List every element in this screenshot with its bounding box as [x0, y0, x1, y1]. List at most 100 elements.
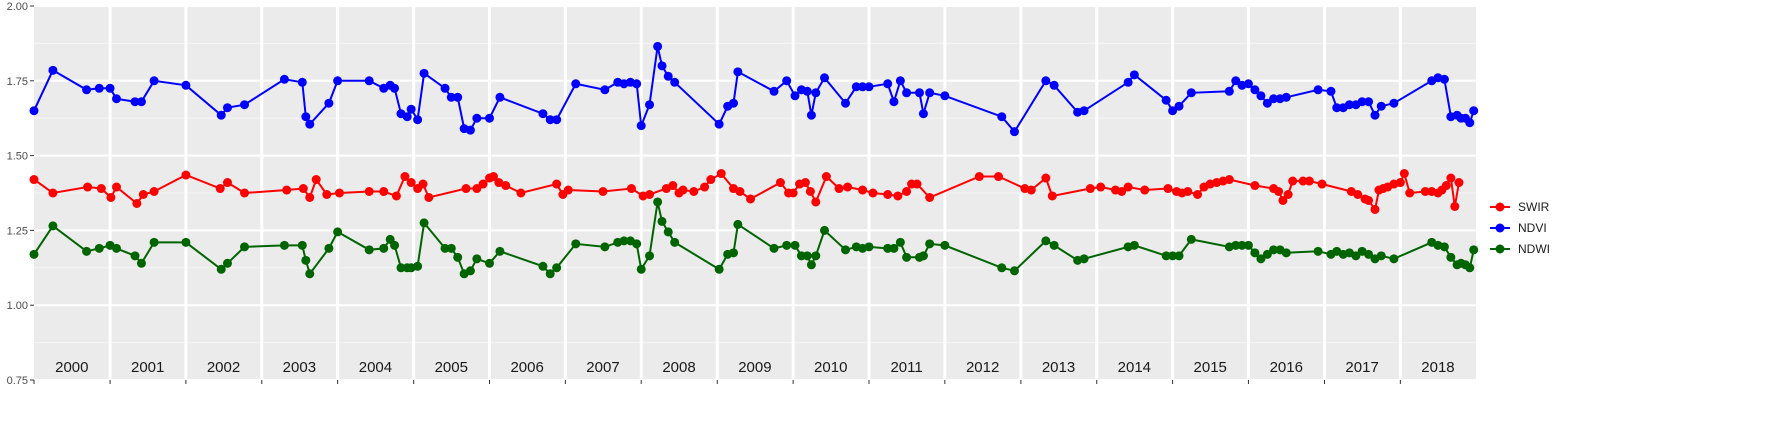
- data-point-swir: [1288, 176, 1298, 186]
- legend-key-ndwi: [1495, 244, 1505, 254]
- data-point-ndwi: [453, 252, 463, 262]
- data-point-ndwi: [619, 236, 629, 246]
- data-point-swir: [775, 178, 785, 188]
- year-label: 2007: [586, 359, 619, 376]
- data-point-ndwi: [1009, 266, 1019, 276]
- data-point-ndvi: [914, 88, 924, 98]
- data-point-ndvi: [636, 121, 646, 131]
- data-point-ndwi: [1049, 240, 1059, 250]
- data-point-ndwi: [769, 243, 779, 253]
- data-point-ndvi: [728, 98, 738, 108]
- data-point-ndvi: [997, 112, 1007, 122]
- data-point-swir: [1274, 187, 1284, 197]
- data-point-swir: [1399, 169, 1409, 179]
- data-point-swir: [222, 178, 232, 188]
- data-point-ndvi: [714, 119, 724, 129]
- data-point-ndwi: [895, 237, 905, 247]
- data-point-ndvi: [663, 71, 673, 81]
- data-point-ndwi: [29, 249, 39, 259]
- data-point-ndwi: [600, 242, 610, 252]
- data-point-swir: [112, 182, 122, 192]
- year-label: 2010: [814, 359, 847, 376]
- data-point-ndvi: [472, 113, 482, 123]
- data-point-ndwi: [670, 237, 680, 247]
- data-point-ndvi: [402, 112, 412, 122]
- data-point-ndwi: [364, 245, 374, 255]
- data-point-swir: [1224, 175, 1234, 185]
- data-point-swir: [1096, 182, 1106, 192]
- data-point-ndvi: [29, 106, 39, 116]
- data-point-ndvi: [1168, 106, 1178, 116]
- data-point-ndvi: [552, 115, 562, 125]
- data-point-ndvi: [1243, 79, 1253, 89]
- data-point-swir: [811, 197, 821, 207]
- y-tick-label: 2.00: [7, 1, 28, 13]
- data-point-swir: [598, 187, 608, 197]
- data-point-ndvi: [940, 91, 950, 101]
- data-point-ndvi: [1469, 106, 1479, 116]
- data-point-swir: [668, 181, 678, 191]
- year-label: 2011: [890, 359, 922, 376]
- data-point-swir: [322, 189, 332, 199]
- data-point-swir: [1441, 181, 1451, 191]
- data-point-ndvi: [216, 110, 226, 120]
- data-point-ndwi: [1376, 251, 1386, 261]
- data-point-ndvi: [149, 76, 159, 86]
- data-point-ndwi: [1364, 249, 1374, 259]
- data-point-ndvi: [1370, 110, 1380, 120]
- data-point-ndwi: [1231, 240, 1241, 250]
- data-point-ndwi: [883, 243, 893, 253]
- data-point-ndvi: [112, 94, 122, 104]
- data-point-ndwi: [379, 243, 389, 253]
- data-point-ndvi: [1465, 118, 1475, 128]
- data-point-swir: [868, 188, 878, 198]
- data-point-ndwi: [413, 261, 423, 271]
- data-point-ndwi: [1313, 246, 1323, 256]
- data-point-ndvi: [364, 76, 374, 86]
- data-point-ndwi: [472, 254, 482, 264]
- data-point-ndwi: [545, 269, 555, 279]
- data-point-swir: [788, 188, 798, 198]
- y-tick-label: 0.75: [7, 375, 28, 387]
- data-point-ndvi: [324, 98, 334, 108]
- data-point-swir: [1450, 201, 1460, 211]
- data-point-ndvi: [1364, 97, 1374, 107]
- data-point-swir: [1405, 188, 1415, 198]
- data-point-ndvi: [1049, 80, 1059, 90]
- data-point-ndvi: [419, 68, 429, 78]
- data-point-ndwi: [841, 245, 851, 255]
- data-point-ndwi: [1446, 252, 1456, 262]
- data-point-swir: [424, 192, 434, 202]
- data-point-swir: [843, 182, 853, 192]
- data-point-swir: [1278, 195, 1288, 205]
- data-point-swir: [1454, 178, 1464, 188]
- data-point-swir: [106, 192, 116, 202]
- data-point-ndwi: [1465, 263, 1475, 273]
- data-point-swir: [1420, 187, 1430, 197]
- year-label: 2009: [738, 359, 771, 376]
- data-point-swir: [689, 187, 699, 197]
- data-point-swir: [1298, 176, 1308, 186]
- data-point-swir: [858, 185, 868, 195]
- data-point-ndvi: [1123, 77, 1133, 87]
- data-point-ndvi: [1250, 85, 1260, 95]
- data-point-ndvi: [925, 88, 935, 98]
- data-point-swir: [821, 172, 831, 182]
- legend-key-ndvi: [1495, 223, 1505, 233]
- data-point-ndwi: [636, 264, 646, 274]
- y-tick-label: 1.00: [7, 300, 28, 312]
- data-point-swir: [501, 181, 511, 191]
- data-point-ndvi: [1224, 86, 1234, 96]
- data-point-swir: [29, 175, 39, 185]
- data-point-ndvi: [1357, 97, 1367, 107]
- data-point-swir: [1304, 176, 1314, 186]
- data-point-swir: [1123, 182, 1133, 192]
- data-point-ndvi: [632, 79, 642, 89]
- data-point-ndwi: [714, 264, 724, 274]
- data-point-ndwi: [632, 239, 642, 249]
- data-point-swir: [472, 184, 482, 194]
- data-point-ndwi: [419, 218, 429, 228]
- legend-label-ndwi: NDWI: [1518, 242, 1550, 256]
- data-point-ndvi: [1389, 98, 1399, 108]
- data-point-ndwi: [806, 260, 816, 270]
